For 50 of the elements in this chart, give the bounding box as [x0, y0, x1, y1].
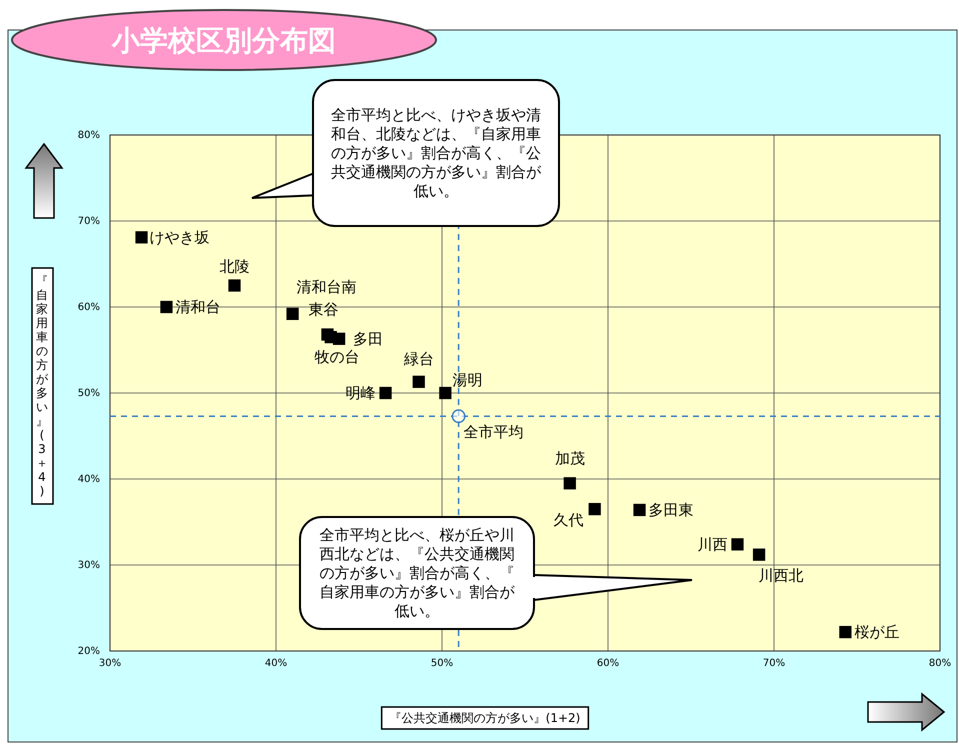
- annotation: 東谷: [308, 300, 338, 319]
- y-tick-label: 50%: [78, 388, 100, 400]
- point: [839, 626, 852, 638]
- annotation: 桜が丘: [854, 623, 900, 642]
- y-tick-label: 20%: [78, 646, 100, 658]
- series-label: 全市平均: [464, 423, 524, 442]
- point: [731, 538, 744, 550]
- annotation: 全市平均と比べ、けやき坂や清和台、北陵などは、『自家用車の方が多い』割合が高く、『公共交通機関の方が多い』割合が低い。: [331, 106, 542, 200]
- y-tick-label: 80%: [78, 130, 100, 142]
- y-tick-label: 30%: [78, 560, 100, 572]
- x-tick-label: 80%: [928, 658, 952, 670]
- x-tick-label: 70%: [762, 658, 786, 670]
- y-tick-label: 70%: [78, 216, 100, 228]
- annotation: 緑台: [402, 350, 434, 368]
- point: [564, 477, 576, 490]
- annotation: 清和台南: [296, 278, 357, 296]
- point: [324, 330, 337, 344]
- point: [286, 308, 299, 320]
- annotation: 久代: [554, 511, 584, 530]
- point: [379, 386, 392, 400]
- point: [633, 504, 646, 516]
- annotation: 川西: [697, 535, 728, 554]
- annotation: 湯明: [452, 371, 482, 389]
- point: [412, 376, 425, 388]
- point: [439, 386, 452, 400]
- annotation: 北陵: [220, 258, 250, 276]
- point: [452, 409, 466, 424]
- point: [588, 502, 601, 516]
- point: [135, 231, 148, 244]
- annotation: 明峰: [346, 384, 376, 402]
- x-axis-title: 『公共交通機関の方が多い』(1+2): [390, 711, 580, 725]
- text: 『自家用車の方が多い』(3＋4): [36, 274, 48, 498]
- x-tick-label: 40%: [264, 658, 288, 670]
- annotation: 牧の台: [314, 348, 360, 366]
- x-tick-label: 50%: [430, 658, 454, 670]
- point: [752, 548, 766, 561]
- annotation: けやき坂: [150, 228, 210, 246]
- annotation: 清和台: [175, 298, 220, 316]
- point: [228, 279, 241, 292]
- x-tick-label: 60%: [596, 658, 620, 670]
- annotation: 全市平均と比べ、桜が丘や川西北などは、『公共交通機関の方が多い』割合が高く、『自家用車の方が多い』割合が低い。: [320, 526, 516, 620]
- point: [160, 300, 173, 314]
- x-tick-label: 30%: [98, 658, 122, 670]
- annotation: 加茂: [554, 449, 585, 468]
- y-tick-label: 40%: [78, 474, 100, 486]
- annotation: 多田: [353, 330, 384, 348]
- annotation: 川西北: [758, 566, 804, 585]
- y-tick-label: 60%: [78, 302, 100, 314]
- chart-title: 小学校区別分布図: [111, 24, 336, 57]
- annotation: 多田東: [648, 500, 694, 519]
